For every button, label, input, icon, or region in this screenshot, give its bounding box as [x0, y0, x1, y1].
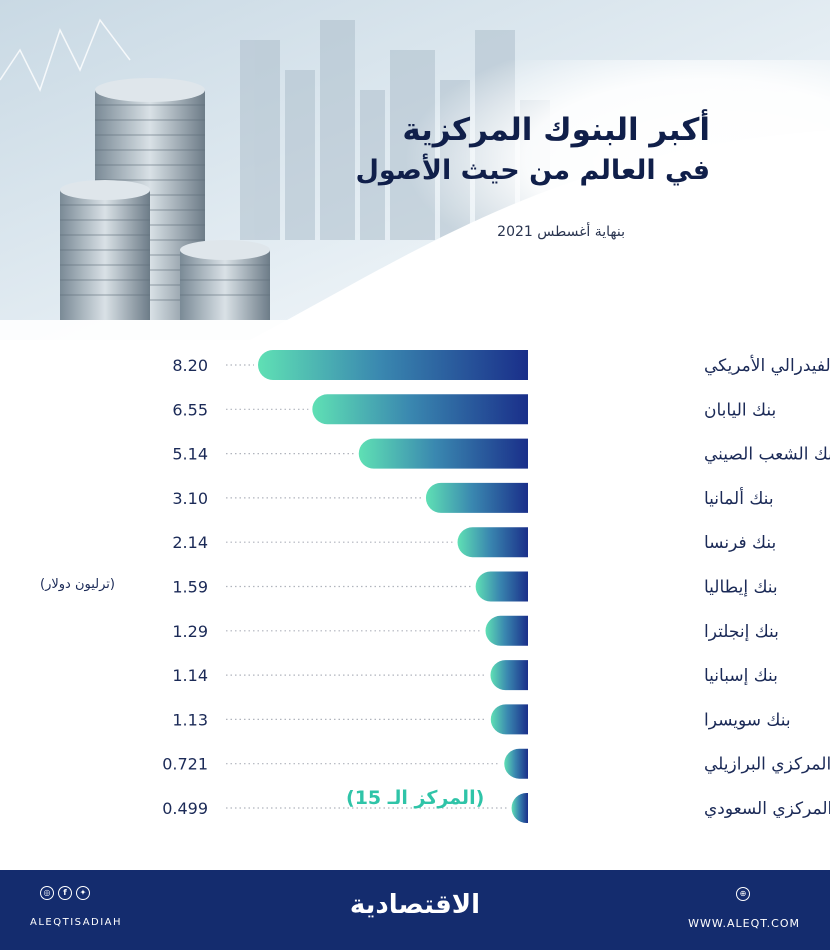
category-label: بنك فرنسا: [704, 533, 776, 553]
category-label: المركزي السعودي: [704, 799, 830, 819]
data-label: 8.20: [172, 356, 208, 375]
bar-chart: 8.20 الفيدرالي الأمريكي 6.55 بنك اليابان 5.1…: [162, 350, 830, 823]
bar: [490, 660, 528, 691]
data-label: 3.10: [172, 489, 208, 508]
category-label: بنك إيطاليا: [704, 578, 778, 598]
bar: [511, 793, 528, 823]
category-label: المركزي البرازيلي: [704, 755, 830, 775]
data-label: 1.29: [172, 622, 208, 641]
data-label: 0.721: [162, 755, 208, 774]
page-title-line-2: في العالم من حيث الأصول: [355, 155, 710, 186]
data-label: 2.14: [172, 533, 208, 552]
category-label: بنك الشعب الصيني: [704, 445, 830, 465]
bar: [485, 615, 528, 646]
data-label: 6.55: [172, 400, 208, 419]
globe-icon: ⊕: [736, 887, 750, 901]
bar: [475, 571, 528, 602]
data-label: 1.59: [172, 578, 208, 597]
bar: [358, 438, 528, 469]
footer-bar: ◎ f ✦ ALEQTISADIAH الاقتصادية ⊕ WWW.ALEQ…: [0, 870, 830, 950]
category-label: بنك إنجلترا: [704, 622, 779, 642]
page-subtitle: بنهاية أغسطس 2021: [497, 224, 625, 240]
bar: [504, 748, 528, 779]
category-label: الفيدرالي الأمريكي: [704, 355, 830, 376]
instagram-icon[interactable]: ◎: [40, 886, 54, 900]
data-label: 1.13: [172, 710, 208, 729]
unit-label: (ترليون دولار): [40, 577, 115, 592]
bar: [312, 394, 528, 425]
category-label: بنك ألمانيا: [704, 487, 774, 509]
page-title: أكبر البنوك المركزية: [402, 112, 710, 148]
twitter-icon[interactable]: ✦: [76, 886, 90, 900]
bar: [425, 482, 528, 513]
bar: [258, 350, 528, 380]
category-label: بنك اليابان: [704, 400, 776, 420]
category-label: بنك سويسرا: [704, 710, 791, 730]
coin-stack-icon: [60, 78, 270, 320]
data-label: 1.14: [172, 666, 208, 685]
social-handle[interactable]: ALEQTISADIAH: [30, 917, 123, 928]
brand-logo: الاقتصادية: [349, 890, 481, 920]
header-background-art: [0, 0, 830, 340]
rank-annotation: (المركز الـ 15): [346, 787, 485, 809]
bar: [457, 527, 528, 558]
social-links: ◎ f ✦: [40, 886, 90, 900]
bar: [490, 704, 528, 735]
data-label: 5.14: [172, 445, 208, 464]
data-label: 0.499: [162, 799, 208, 818]
category-label: بنك إسبانيا: [704, 666, 778, 686]
facebook-icon[interactable]: f: [58, 886, 72, 900]
website-link[interactable]: WWW.ALEQT.COM: [688, 917, 800, 930]
